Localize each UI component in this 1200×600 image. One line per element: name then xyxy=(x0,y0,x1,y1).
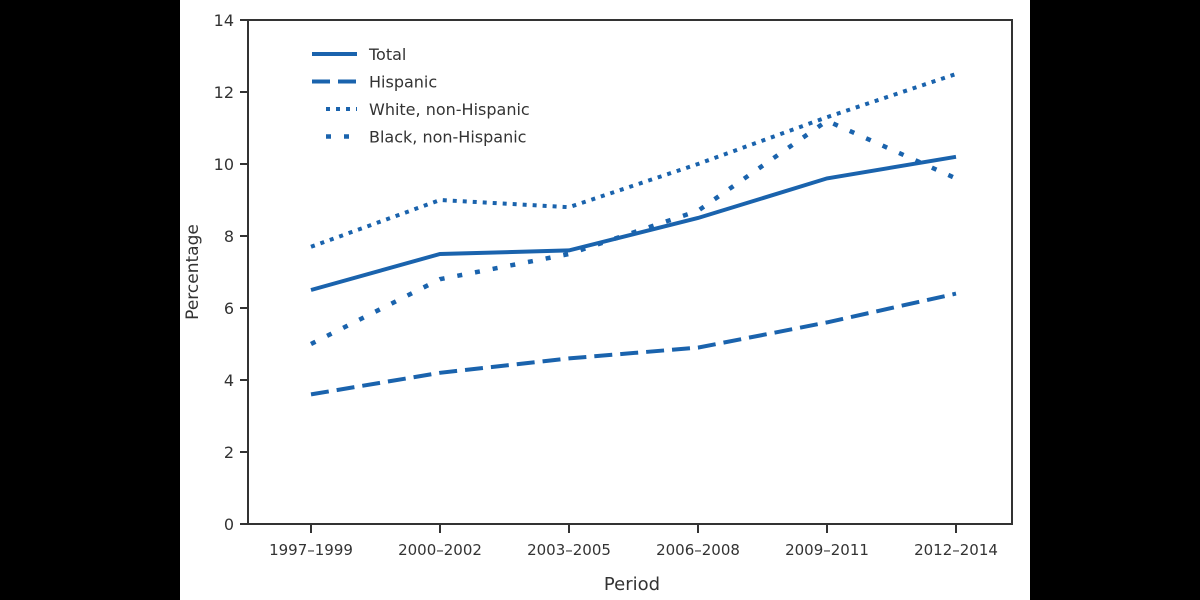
series-line-black-non-hispanic xyxy=(309,118,957,347)
y-tick-label: 4 xyxy=(224,371,234,390)
y-tick-label: 12 xyxy=(214,83,234,102)
legend-label-white-non-hispanic: White, non-Hispanic xyxy=(369,100,530,119)
y-tick-label: 14 xyxy=(214,11,234,30)
legend-label-black-non-hispanic: Black, non-Hispanic xyxy=(369,128,526,147)
x-tick-label: 2006–2008 xyxy=(656,541,740,559)
legend-label-hispanic: Hispanic xyxy=(369,73,437,92)
y-tick-label: 10 xyxy=(214,155,234,174)
series-line-hispanic xyxy=(310,291,957,397)
series-line-white-non-hispanic xyxy=(310,72,957,249)
y-tick-label: 8 xyxy=(224,227,234,246)
x-tick-label: 2000–2002 xyxy=(398,541,482,559)
y-tick-label: 0 xyxy=(224,515,234,534)
plot-frame xyxy=(247,19,1013,525)
y-tick-label: 6 xyxy=(224,299,234,318)
y-axis-label: Percentage xyxy=(183,224,203,320)
y-tick-label: 2 xyxy=(224,443,234,462)
x-axis-label: Period xyxy=(604,574,660,595)
legend-label-total: Total xyxy=(368,45,406,64)
x-tick-label: 1997–1999 xyxy=(269,541,353,559)
x-tick-label: 2009–2011 xyxy=(785,541,869,559)
chart-panel xyxy=(180,0,1030,600)
series-line-total xyxy=(310,154,957,292)
x-tick-label: 2003–2005 xyxy=(527,541,611,559)
x-tick-label: 2012–2014 xyxy=(914,541,998,559)
